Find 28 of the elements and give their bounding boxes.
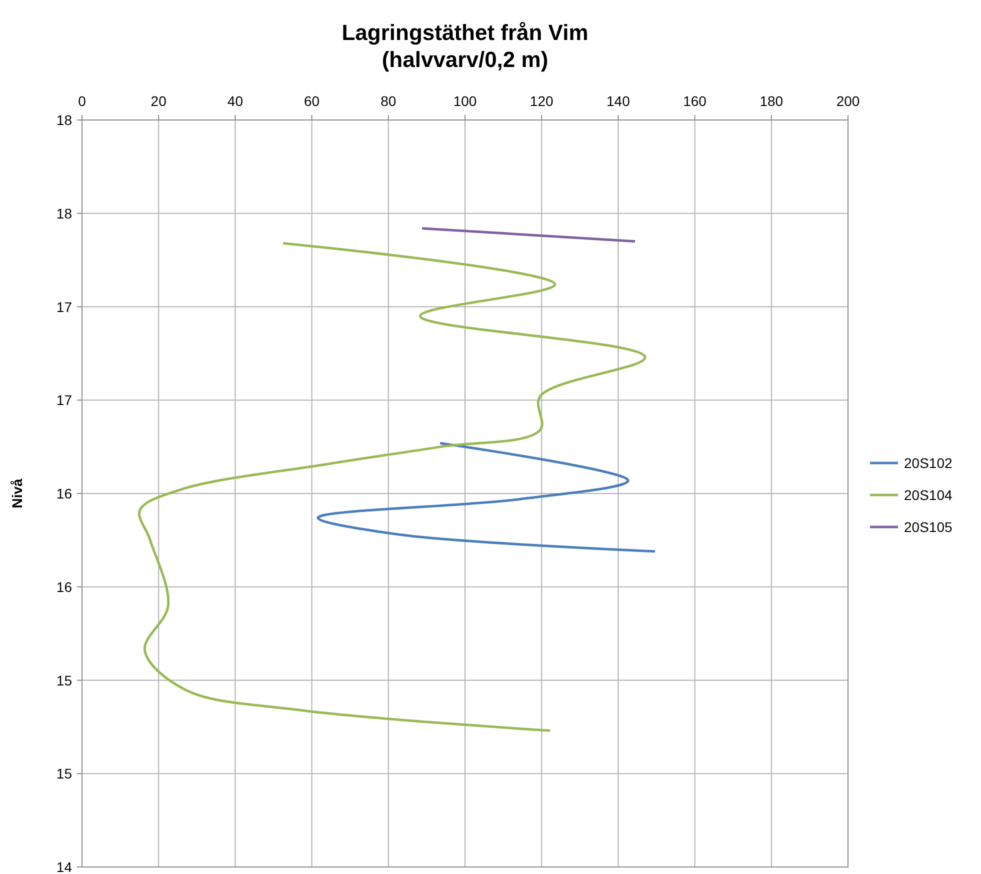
legend-label: 20S102 (904, 455, 952, 471)
line-series (138, 242, 646, 732)
y-tick-label: 16 (56, 578, 72, 595)
y-tick-label: 16 (56, 486, 72, 502)
y-tick-label: 18 (56, 205, 72, 222)
x-tick-label: 200 (836, 93, 860, 109)
x-tick-label: 60 (304, 93, 320, 109)
x-tick-label: 100 (453, 93, 477, 109)
x-tick-label: 20 (150, 93, 167, 109)
y-axis-title: Nivå (9, 478, 25, 508)
x-tick-label: 180 (760, 93, 784, 109)
y-tick-label: 14 (56, 859, 72, 874)
y-tick-label: 17 (56, 392, 72, 408)
x-tick-label: 80 (380, 93, 396, 109)
x-tick-label: 140 (606, 93, 630, 109)
x-tick-label: 160 (683, 93, 707, 109)
y-tick-label: 18 (56, 112, 72, 128)
line-series (316, 442, 656, 553)
chart-subtitle: (halvvarv/0,2 m) (382, 47, 548, 72)
y-tick-label: 15 (56, 672, 72, 688)
x-tick-label: 0 (78, 93, 86, 109)
y-tick-label: 17 (56, 298, 72, 315)
x-tick-label: 40 (227, 93, 244, 109)
legend-label: 20S104 (904, 487, 952, 503)
legend-label: 20S105 (904, 519, 952, 535)
y-tick-label: 15 (56, 766, 72, 782)
x-tick-label: 120 (530, 93, 554, 109)
chart-title: Lagringstäthet från Vim (342, 20, 588, 45)
